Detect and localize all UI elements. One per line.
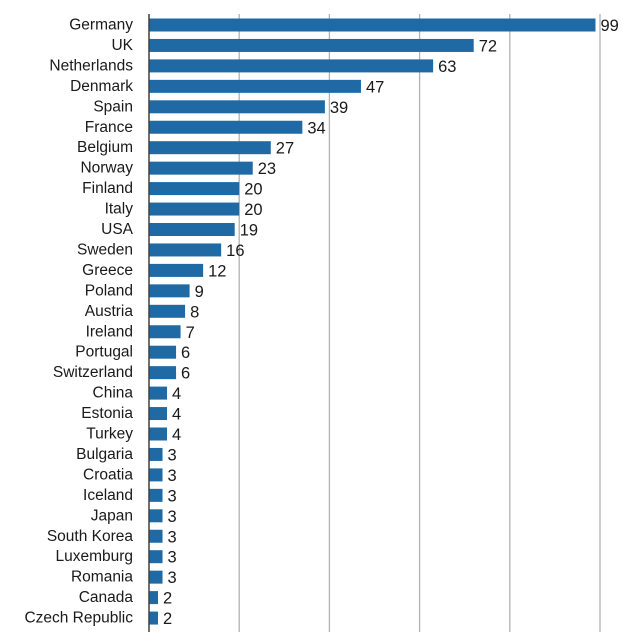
bar-20 (149, 427, 168, 441)
category-label-22: Croatia (83, 466, 133, 483)
value-label-9: 20 (244, 201, 262, 219)
bar-29 (149, 611, 159, 625)
bar-5 (149, 120, 303, 134)
category-label-4: Spain (93, 98, 133, 115)
bar-6 (149, 141, 271, 155)
category-label-2: Netherlands (49, 57, 133, 74)
value-label-0: 99 (600, 17, 618, 35)
bar-16 (149, 345, 177, 359)
bar-13 (149, 284, 190, 298)
category-label-28: Canada (79, 589, 134, 606)
bar-17 (149, 366, 177, 380)
gridlines (238, 14, 601, 632)
value-label-12: 12 (208, 262, 226, 280)
bar-27 (149, 570, 163, 584)
category-label-0: Germany (69, 17, 133, 34)
bar-12 (149, 263, 204, 277)
bar-2 (149, 59, 434, 73)
value-label-24: 3 (168, 508, 177, 526)
bar-1 (149, 38, 474, 52)
bar-25 (149, 529, 163, 543)
bars (149, 18, 596, 625)
category-label-14: Austria (85, 303, 134, 320)
value-label-20: 4 (172, 426, 181, 444)
value-label-11: 16 (226, 242, 244, 260)
bar-28 (149, 591, 159, 605)
bar-3 (149, 79, 361, 93)
value-labels: 9972634739342723202019161298766444333333… (163, 17, 619, 628)
category-label-15: Ireland (86, 323, 133, 340)
value-label-13: 9 (195, 283, 204, 301)
bar-8 (149, 182, 240, 196)
value-label-7: 23 (258, 160, 276, 178)
bar-15 (149, 325, 181, 339)
value-label-2: 63 (438, 58, 456, 76)
category-label-7: Norway (80, 160, 133, 177)
category-label-20: Turkey (86, 426, 133, 443)
category-label-6: Belgium (77, 139, 133, 156)
category-label-11: Sweden (77, 241, 133, 258)
category-label-19: Estonia (81, 405, 133, 422)
value-label-14: 8 (190, 303, 199, 321)
category-label-29: Czech Republic (24, 610, 133, 627)
category-label-24: Japan (91, 507, 133, 524)
value-label-21: 3 (168, 446, 177, 464)
bar-23 (149, 488, 163, 502)
bar-9 (149, 202, 240, 216)
category-label-21: Bulgaria (76, 446, 133, 463)
category-label-13: Poland (85, 282, 133, 299)
value-label-23: 3 (168, 487, 177, 505)
category-label-17: Switzerland (53, 364, 133, 381)
value-label-22: 3 (168, 467, 177, 485)
bar-18 (149, 386, 168, 400)
category-label-26: Luxemburg (55, 548, 133, 565)
category-label-1: UK (111, 37, 133, 54)
category-label-12: Greece (82, 262, 133, 279)
value-label-1: 72 (479, 37, 497, 55)
category-label-23: Iceland (83, 487, 133, 504)
value-label-15: 7 (186, 324, 195, 342)
bar-10 (149, 223, 235, 236)
category-label-9: Italy (105, 201, 134, 218)
value-label-16: 6 (181, 344, 190, 362)
bar-0 (149, 18, 596, 32)
bar-14 (149, 304, 186, 318)
category-label-18: China (93, 385, 134, 402)
category-labels: Germany UK Netherlands Denmark Spain France Be… (24, 17, 133, 627)
bar-19 (149, 407, 168, 421)
value-label-28: 2 (163, 590, 172, 608)
category-label-3: Denmark (70, 78, 133, 95)
value-label-27: 3 (168, 569, 177, 587)
value-label-5: 34 (307, 119, 325, 137)
category-label-5: France (85, 119, 133, 136)
bar-24 (149, 509, 163, 523)
value-label-8: 20 (244, 181, 262, 199)
bar-22 (149, 468, 163, 482)
value-label-18: 4 (172, 385, 181, 403)
value-label-26: 3 (168, 549, 177, 567)
category-label-16: Portugal (75, 344, 133, 361)
category-label-8: Finland (82, 180, 133, 197)
bar-21 (149, 447, 163, 461)
bar-7 (149, 161, 253, 175)
bar-4 (149, 100, 325, 114)
category-label-27: Romania (71, 569, 133, 586)
value-label-19: 4 (172, 406, 181, 424)
value-label-29: 2 (163, 610, 172, 628)
value-label-17: 6 (181, 365, 190, 383)
bar-11 (149, 243, 222, 257)
value-label-4: 39 (330, 99, 348, 117)
bar-26 (149, 550, 163, 564)
value-label-10: 19 (240, 222, 258, 240)
value-label-6: 27 (276, 140, 294, 158)
category-label-10: USA (101, 221, 134, 238)
category-label-25: South Korea (47, 528, 134, 545)
value-label-3: 47 (366, 78, 384, 96)
value-label-25: 3 (168, 528, 177, 546)
